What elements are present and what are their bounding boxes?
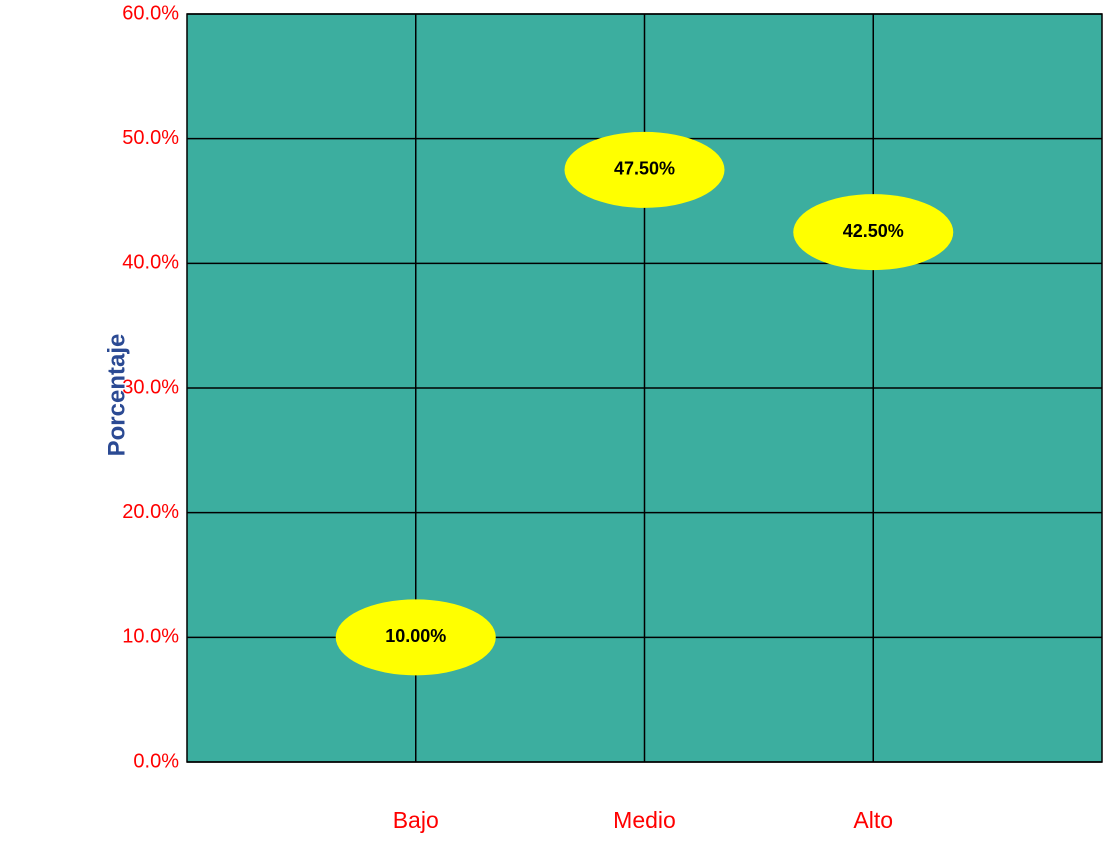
y-tick-label: 60.0% bbox=[122, 2, 179, 24]
data-label: 42.50% bbox=[843, 221, 904, 241]
y-tick-label: 0.0% bbox=[133, 750, 179, 772]
data-label: 47.50% bbox=[614, 159, 675, 179]
y-tick-label: 30.0% bbox=[122, 376, 179, 398]
x-tick-label: Bajo bbox=[393, 807, 439, 833]
x-tick-label: Medio bbox=[613, 807, 676, 833]
y-tick-label: 40.0% bbox=[122, 252, 179, 274]
y-tick-label: 10.0% bbox=[122, 626, 179, 648]
y-axis-label: Porcentaje bbox=[103, 334, 130, 457]
y-tick-label: 50.0% bbox=[122, 127, 179, 149]
data-label: 10.00% bbox=[385, 626, 446, 646]
marker bbox=[564, 131, 725, 208]
marker bbox=[335, 599, 496, 676]
marker bbox=[793, 194, 954, 271]
x-tick-label: Alto bbox=[853, 807, 893, 833]
y-tick-label: 20.0% bbox=[122, 501, 179, 523]
